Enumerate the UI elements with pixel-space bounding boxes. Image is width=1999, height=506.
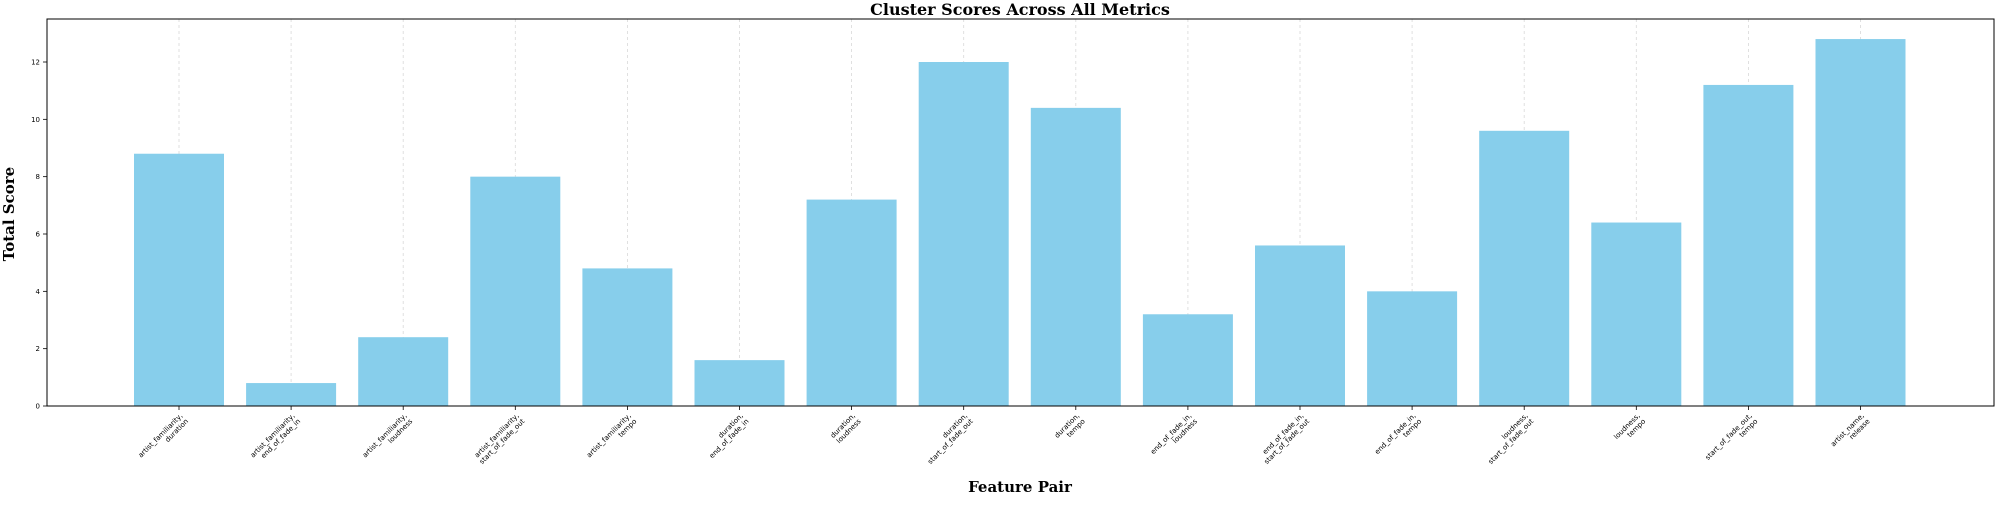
x-tick-label: duration,start_of_fade_out [926,412,975,466]
plot-frame [46,18,1995,407]
bar [1703,84,1794,406]
y-ticks: 0 2 4 6 8 10 12 [31,59,47,411]
bar [1815,39,1906,407]
x-tick-label: end_of_fade_in,tempo [1373,412,1423,456]
bar [694,360,785,406]
bar [134,153,224,406]
x-tick-label: duration,tempo [1053,412,1087,440]
y-tick-label: 2 [36,345,40,353]
x-tick-label: end_of_fade_in,start_of_fade_out [1261,412,1311,466]
x-tick-label-line: start_of_fade_out, [1704,412,1754,462]
bar [1255,245,1345,406]
x-tick-label: artist_familiarity,tempo [585,412,638,460]
x-tick-label: artist_name,release [1829,412,1871,449]
bar [1591,222,1682,406]
x-axis-label: Feature Pair [968,478,1073,496]
y-tick-label: 12 [31,59,40,67]
y-tick-label: 4 [36,288,41,296]
x-tick-label: loudness,start_of_fade_out [1487,412,1536,466]
x-tick-label: artist_familiarity,duration [137,412,190,460]
y-tick-label: 8 [36,173,40,181]
x-tick-label: artist_familiarity,end_of_fade_in [249,412,302,460]
bar [1142,314,1233,406]
x-tick-label: end_of_fade_in,loudness [1149,412,1199,456]
bar [1479,130,1570,407]
bar [1367,291,1458,406]
bar [1030,107,1121,406]
y-tick-label: 6 [36,231,41,239]
bars [134,39,1906,407]
bar [806,199,897,406]
x-ticks: artist_familiarity,duration artist_famili… [137,406,1872,466]
y-tick-label: 10 [31,116,40,124]
x-tick-label: start_of_fade_out,tempo [1704,412,1760,462]
bar [358,337,449,406]
chart-title: Cluster Scores Across All Metrics [870,0,1170,19]
bar [918,62,1009,406]
bar [470,176,561,406]
x-tick-label: duration,end_of_fade_in [708,412,751,460]
x-tick-label: duration,loudness [829,412,863,445]
bar [246,383,337,406]
y-tick-label: 0 [36,403,40,411]
x-tick-label: artist_familiarity,loudness [361,412,415,460]
bar [582,268,673,406]
x-tick-label: loudness,tempo [1612,412,1647,441]
x-tick-label: artist_familiarity,start_of_fade_out [473,412,526,466]
y-axis-label: Total Score [0,167,18,261]
